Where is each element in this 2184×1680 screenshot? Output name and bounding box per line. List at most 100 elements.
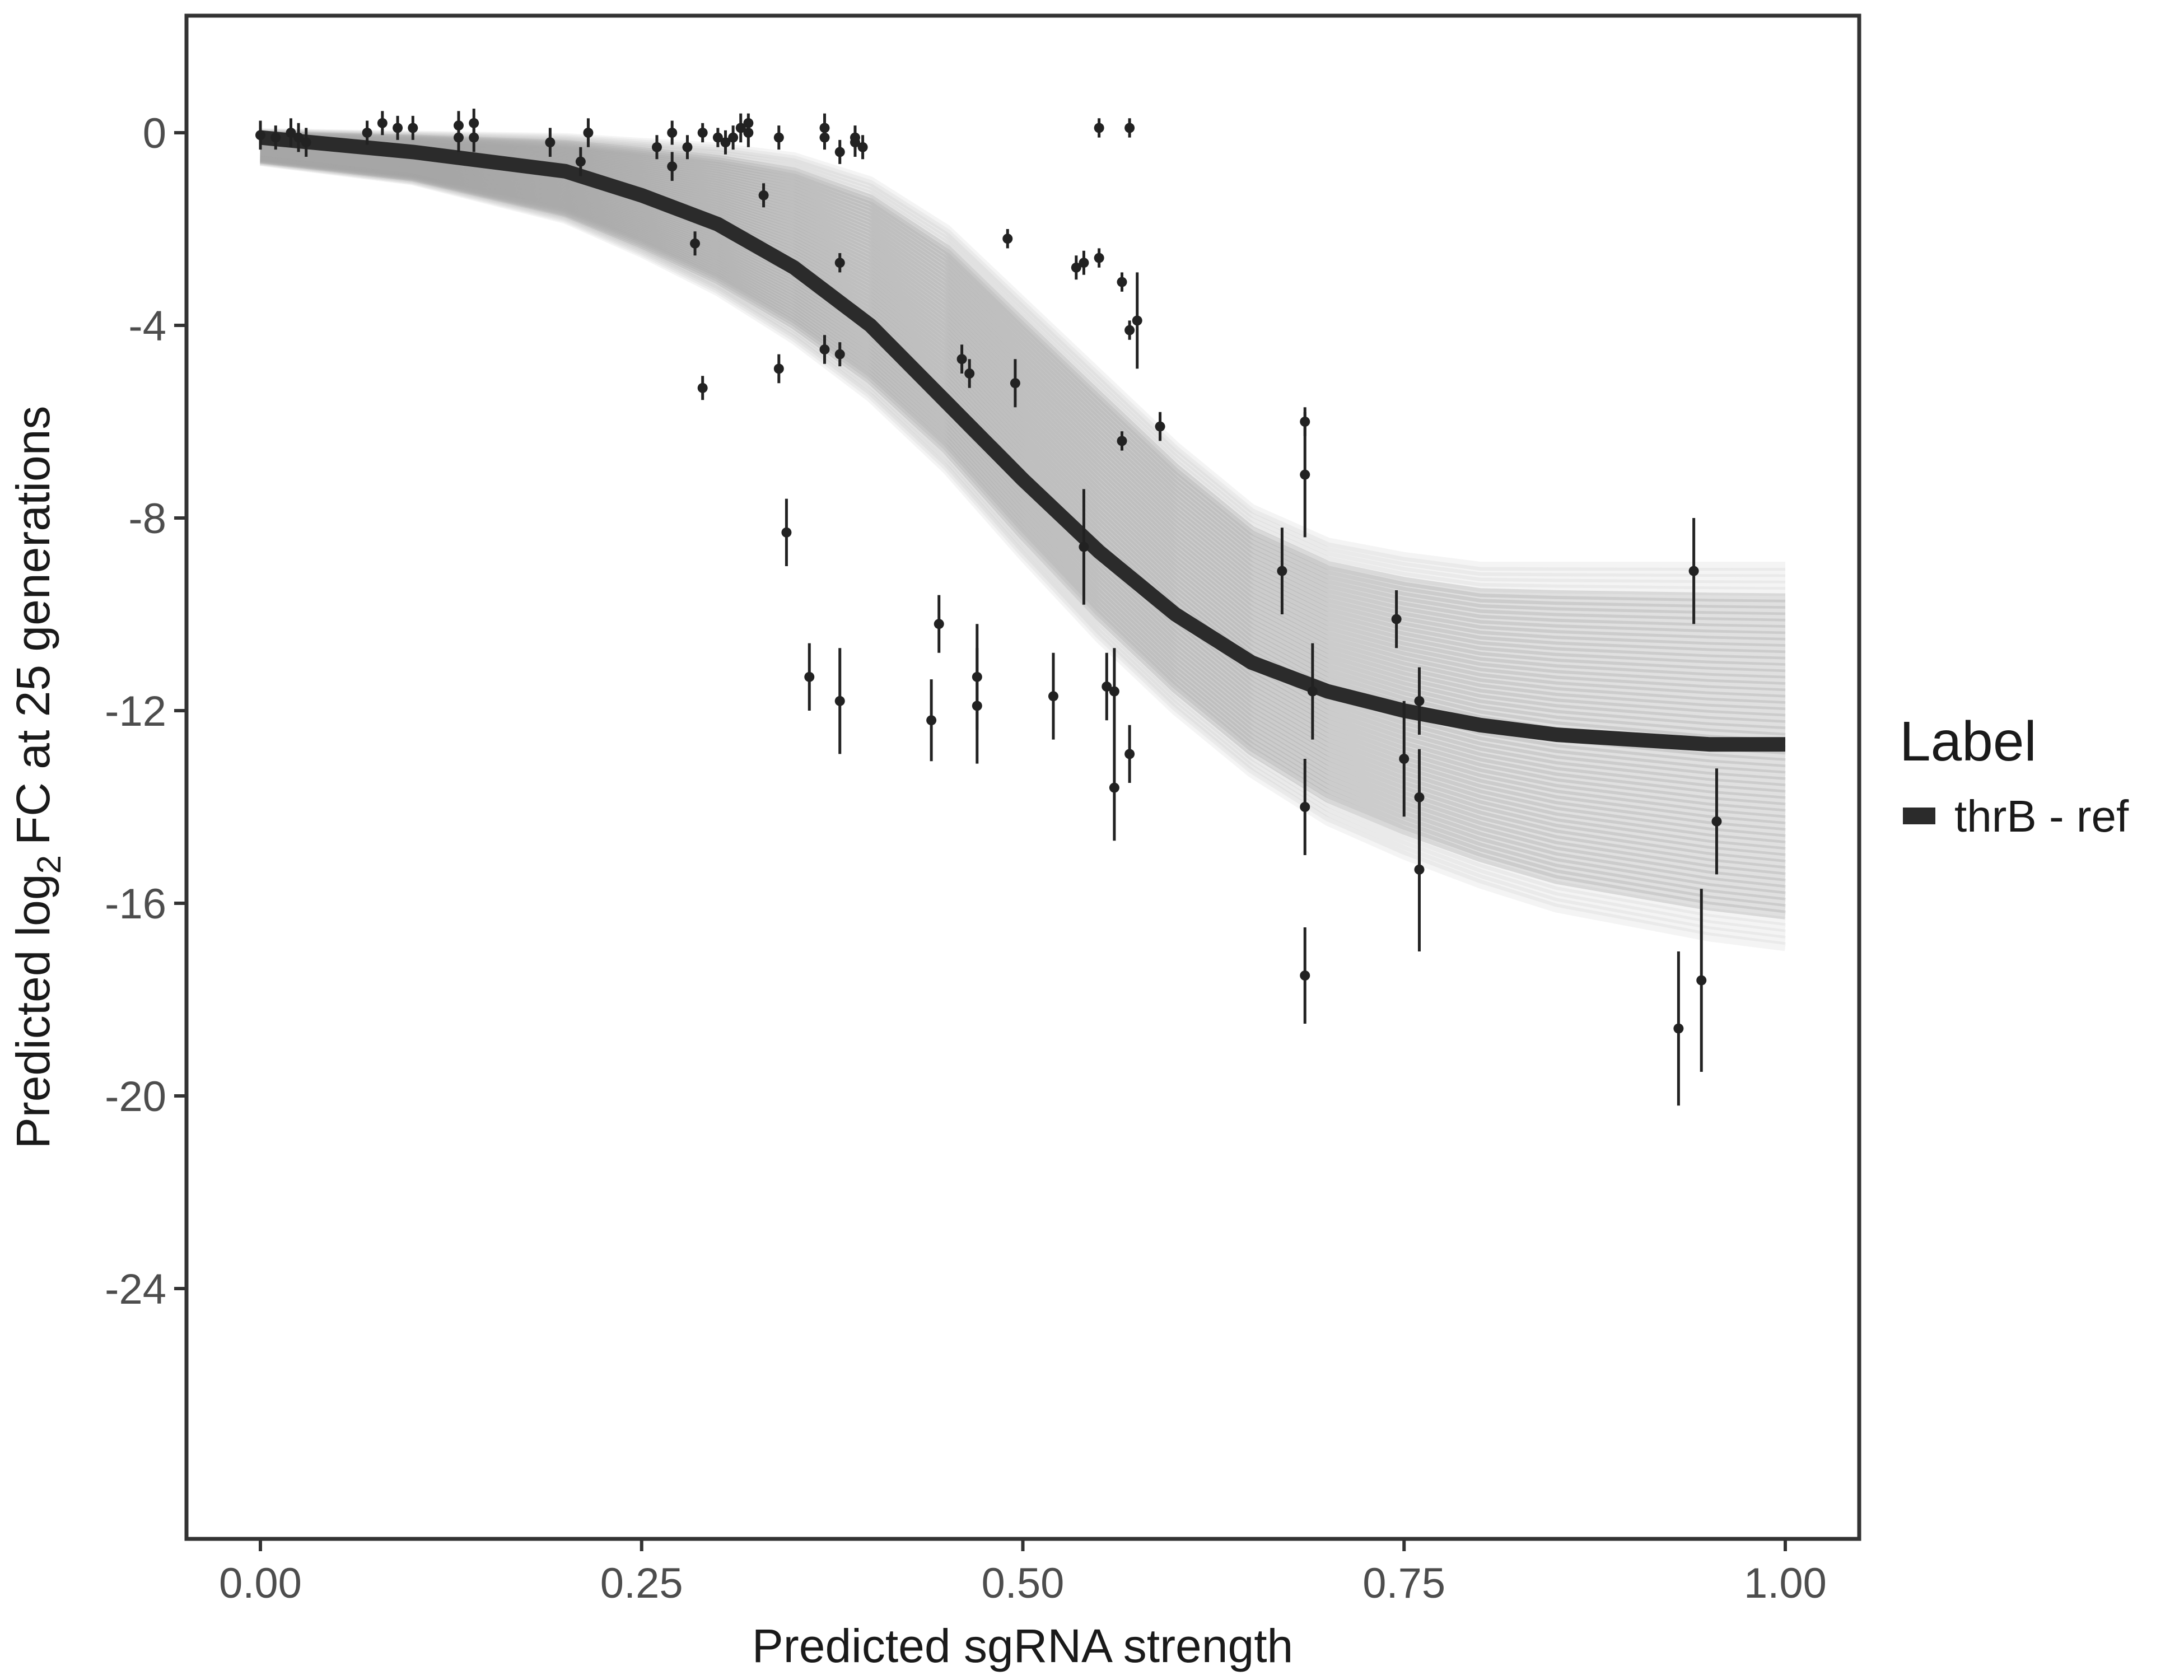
data-point [1155, 421, 1165, 432]
x-tick-label: 0.00 [219, 1560, 302, 1607]
legend-key-thrB-ref [1903, 808, 1935, 824]
posterior-draw [260, 154, 1786, 913]
posterior-draw [260, 133, 1786, 641]
posterior-draw [260, 152, 1786, 888]
data-point [834, 147, 845, 157]
data-point [286, 128, 296, 138]
data-point [972, 701, 982, 711]
y-axis-title-prefix: Predicted [7, 950, 59, 1149]
posterior-draw [260, 128, 1786, 577]
data-point [1079, 258, 1089, 268]
legend-label: thrB - ref [1954, 791, 2129, 841]
data-point [1094, 253, 1104, 263]
posterior-draw [260, 152, 1786, 881]
plot-panel-border [184, 13, 1861, 1541]
data-point [1071, 262, 1081, 273]
posterior-draw [260, 139, 1786, 717]
posterior-draw [260, 151, 1786, 875]
y-tick-label: 0 [143, 110, 166, 157]
data-point [1109, 686, 1119, 697]
posterior-draw [260, 128, 1785, 571]
data-point [1132, 315, 1142, 326]
data-point [1277, 566, 1287, 576]
posterior-draw [259, 157, 1786, 951]
y-axis-title: Predicted log2 FC at 25 generations [7, 406, 68, 1149]
posterior-draw [260, 138, 1786, 704]
posterior-draw [260, 144, 1786, 780]
y-tick-label: -20 [105, 1073, 166, 1121]
data-point [575, 156, 586, 167]
posterior-draw [260, 138, 1786, 711]
data-points [255, 109, 1722, 1106]
y-axis-title-suffix: FC at 25 generations [7, 406, 59, 845]
data-point [1300, 802, 1310, 812]
y-tick-label: -16 [105, 880, 166, 928]
y-axis: 0 -4 -8 -12 -16 -20 -24 [105, 110, 185, 1313]
data-point [1414, 864, 1425, 875]
data-point [964, 368, 975, 379]
data-point [1124, 325, 1135, 335]
posterior-draw [260, 149, 1786, 843]
data-point [1102, 682, 1112, 692]
data-point [1414, 696, 1425, 706]
posterior-draw [260, 130, 1786, 603]
y-tick-label: -4 [128, 302, 166, 350]
posterior-draw [260, 133, 1786, 634]
posterior-draw [260, 135, 1786, 660]
data-point [743, 128, 754, 138]
data-point [956, 354, 967, 365]
data-point [1002, 234, 1013, 244]
data-point [1109, 782, 1119, 793]
data-point [1300, 469, 1310, 480]
y-tick-label: -12 [105, 688, 166, 735]
x-axis-title: Predicted sgRNA strength [752, 1620, 1294, 1672]
data-point [857, 142, 868, 152]
data-point [301, 137, 311, 148]
posterior-draw [260, 144, 1786, 786]
posterior-draw [260, 152, 1786, 894]
posterior-draw [260, 155, 1786, 926]
data-point [453, 132, 464, 143]
data-point [1673, 1023, 1684, 1034]
fit-curve-layer [259, 130, 1785, 752]
data-point [690, 238, 701, 249]
posterior-draw [260, 137, 1786, 692]
data-point [255, 130, 265, 141]
posterior-draw [260, 153, 1786, 900]
posterior-draw [260, 146, 1786, 812]
data-point [934, 619, 944, 629]
data-point [1117, 436, 1127, 446]
data-point [393, 123, 403, 133]
data-point [667, 128, 678, 138]
x-axis: 0.00 0.25 0.50 0.75 1.00 [219, 1541, 1827, 1607]
data-point [834, 696, 845, 706]
data-point [804, 671, 815, 682]
posterior-draw [260, 134, 1786, 647]
data-point [1010, 378, 1020, 389]
data-point [926, 715, 937, 726]
posterior-draw [260, 136, 1786, 679]
data-point [1391, 614, 1402, 624]
posterior-draw [260, 145, 1786, 793]
y-tick-label: -8 [128, 495, 166, 543]
x-tick-label: 0.75 [1362, 1560, 1445, 1607]
fit-curve [259, 130, 1785, 752]
data-point [850, 137, 860, 148]
posterior-draw [260, 155, 1786, 920]
data-point [728, 132, 739, 143]
posterior-draw [260, 156, 1786, 945]
data-point [834, 258, 845, 268]
data-point [293, 132, 304, 143]
posterior-draw [260, 150, 1786, 862]
data-point [1094, 123, 1104, 133]
posterior-draw [260, 131, 1786, 609]
y-axis-title-sub: 2 [30, 855, 68, 874]
y-tick-label: -24 [105, 1266, 166, 1313]
data-point [362, 128, 372, 138]
data-point [377, 118, 388, 128]
posterior-draw [260, 153, 1786, 907]
data-point [1079, 542, 1089, 552]
data-point [819, 344, 830, 354]
posterior-draw [260, 132, 1786, 628]
